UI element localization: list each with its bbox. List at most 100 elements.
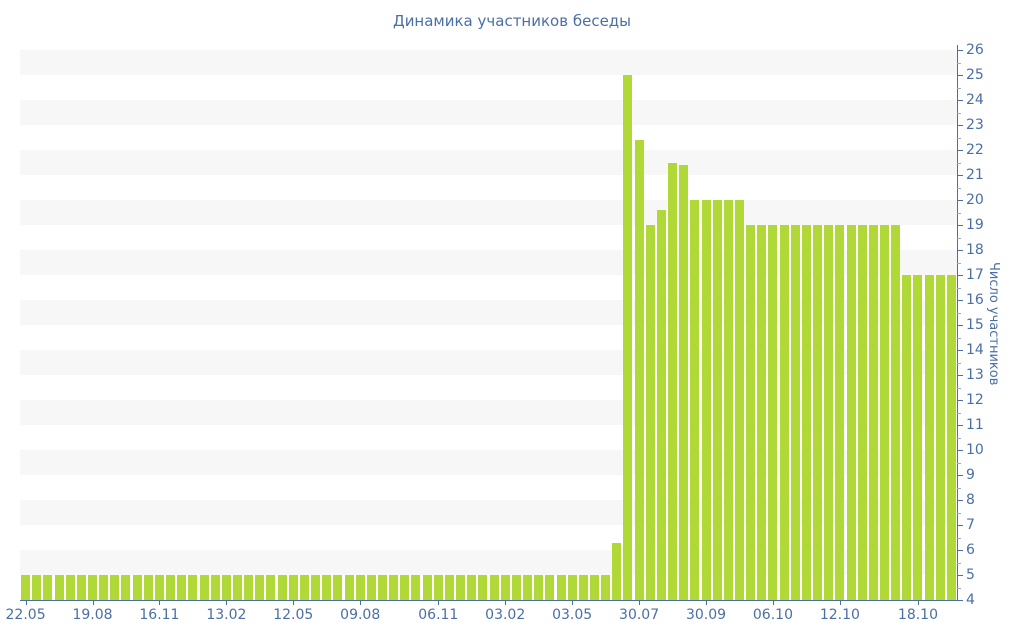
y-tick-label: 8 [966, 492, 975, 508]
y-tick [957, 400, 963, 401]
bar [790, 225, 800, 600]
x-tick [639, 601, 641, 605]
grid-band [20, 250, 957, 275]
y-tick-label: 13 [966, 367, 984, 383]
x-tick [226, 601, 228, 605]
bar [154, 575, 164, 600]
y-tick-label: 26 [966, 42, 984, 58]
grid-band [20, 300, 957, 325]
x-axis-ticks: 22.05 19.08 16.11 13.02 12.05 09.08 06.11 03.02… [6, 600, 957, 628]
x-tick-label: 30.09 [685, 607, 727, 623]
bar [333, 575, 343, 600]
chart-title: Динамика участников беседы [392, 12, 632, 30]
bar [88, 575, 97, 600]
bar [601, 575, 611, 600]
y-tick [957, 250, 963, 251]
bar [344, 575, 354, 600]
y-tick-label: 12 [966, 392, 984, 408]
bar [746, 225, 756, 600]
x-tick-label: 12.05 [273, 607, 314, 623]
bar [233, 575, 243, 600]
bar [143, 575, 153, 600]
y-tick-label: 18 [966, 242, 984, 258]
y-minor-tick [957, 487, 961, 489]
y-minor-tick [957, 187, 961, 189]
bar [489, 575, 499, 600]
bar [366, 575, 376, 600]
y-tick [957, 150, 963, 151]
y-tick-label: 24 [966, 92, 984, 108]
x-tick [293, 601, 295, 605]
y-tick [957, 500, 963, 501]
y-axis-line [957, 45, 958, 601]
bar [723, 200, 733, 600]
bar [255, 575, 265, 600]
bar [589, 575, 599, 600]
grid-band [20, 350, 957, 375]
y-minor-tick [957, 412, 961, 414]
bar [768, 225, 778, 600]
bar [879, 225, 889, 600]
bar [199, 575, 209, 600]
bar [500, 575, 510, 600]
bar [54, 575, 64, 600]
x-tick-label: 03.05 [552, 607, 593, 623]
bar [378, 575, 388, 600]
y-minor-tick [957, 462, 961, 464]
y-tick-label: 19 [966, 217, 984, 233]
bar [567, 575, 577, 600]
bar [612, 542, 622, 600]
x-tick [505, 601, 507, 605]
bar [656, 210, 666, 600]
bar [21, 575, 31, 600]
y-minor-tick [957, 562, 961, 564]
bar [478, 575, 488, 600]
x-tick-label: 18.10 [897, 607, 938, 623]
bar [668, 162, 678, 600]
x-tick [839, 601, 841, 605]
x-tick-label: 12.10 [819, 607, 860, 623]
bar [545, 575, 555, 600]
y-minor-tick [957, 162, 961, 164]
bar [210, 575, 220, 600]
y-tick [957, 425, 963, 426]
x-axis-line [20, 600, 958, 601]
y-tick-label: 22 [966, 142, 984, 158]
y-tick-label: 23 [966, 117, 984, 133]
grid-band [20, 550, 957, 575]
y-axis-title: Число участников [986, 261, 1001, 386]
bar [511, 575, 521, 600]
grid-band [20, 200, 957, 225]
y-tick [957, 375, 963, 376]
y-tick-label: 10 [966, 442, 984, 458]
grid-band [20, 100, 957, 125]
bar [65, 575, 75, 600]
y-tick [957, 75, 963, 76]
y-minor-tick [957, 137, 961, 139]
x-tick-label: 30.07 [619, 607, 660, 623]
bar [389, 575, 399, 600]
grid-band [20, 450, 957, 475]
y-tick-label: 9 [966, 467, 975, 483]
x-tick [917, 601, 919, 605]
y-tick [957, 600, 963, 601]
bar [400, 575, 410, 600]
y-tick-label: 20 [966, 192, 984, 208]
y-tick [957, 275, 963, 276]
x-tick-label: 22.05 [5, 607, 46, 623]
bar [99, 575, 109, 600]
y-minor-tick [957, 362, 961, 364]
y-tick [957, 450, 963, 451]
y-tick-label: 4 [966, 592, 975, 608]
bar [734, 200, 744, 600]
y-tick-label: 17 [966, 267, 984, 283]
bar [857, 225, 867, 600]
y-tick [957, 350, 963, 351]
y-minor-tick [957, 537, 961, 539]
bar [757, 225, 767, 600]
bar [288, 575, 298, 600]
bar [801, 225, 811, 600]
bar [902, 275, 912, 600]
bar [846, 225, 856, 600]
bar [456, 575, 466, 600]
